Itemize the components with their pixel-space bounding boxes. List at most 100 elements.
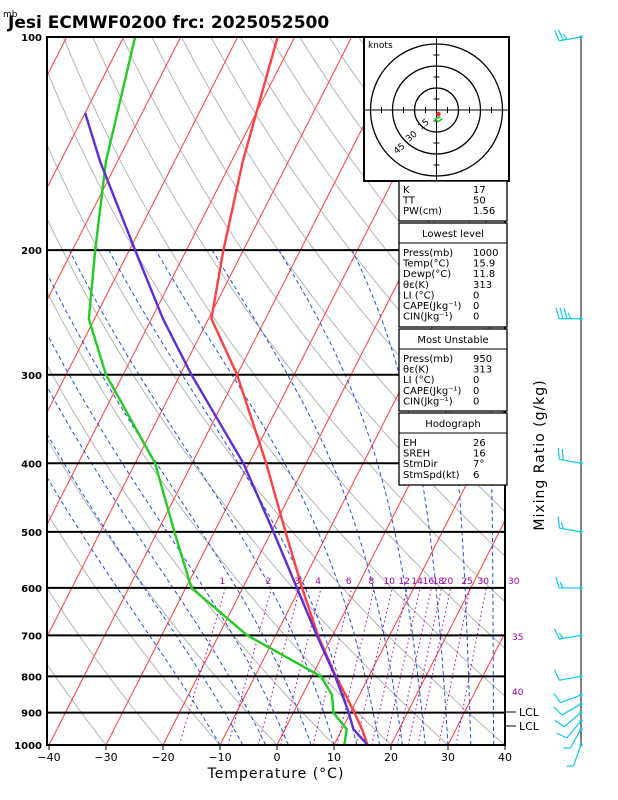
stat-value: 0 bbox=[473, 290, 479, 301]
wind-barb-staff bbox=[561, 703, 582, 716]
dry-adiabat bbox=[47, 69, 505, 697]
mixing-ratio-line bbox=[178, 587, 226, 745]
dry-adiabat bbox=[47, 364, 335, 745]
pressure-lines bbox=[47, 37, 505, 745]
x-tick-label: 40 bbox=[498, 751, 512, 764]
indices-box bbox=[398, 180, 508, 222]
wind-barb-feather bbox=[558, 632, 564, 639]
theta-e-label-35: 35 bbox=[512, 633, 523, 643]
wind-barb-feather bbox=[557, 516, 560, 529]
dry-adiabat bbox=[47, 290, 392, 745]
wind-barb-feather bbox=[555, 576, 560, 589]
stat-value: 0 bbox=[473, 375, 479, 386]
stat-label: Dewp(°C) bbox=[403, 269, 451, 280]
stat-label: Press(mb) bbox=[403, 248, 453, 259]
mixing-ratio-line bbox=[336, 587, 375, 745]
stat-label: StmSpd(kt) bbox=[403, 470, 460, 481]
wind-barb-feather bbox=[553, 628, 560, 640]
stat-value: 950 bbox=[473, 354, 492, 365]
wind-barb-feather bbox=[555, 307, 560, 319]
wind-barb-feather bbox=[563, 307, 568, 319]
stat-value: 15.9 bbox=[473, 259, 495, 270]
isotherm bbox=[48, 37, 410, 745]
dry-adiabat bbox=[62, 37, 505, 649]
x-tick-label: 0 bbox=[274, 751, 281, 764]
lcl-label-2: LCL bbox=[519, 720, 540, 733]
mixing-ratio-label: 2 bbox=[266, 577, 272, 587]
stat-value: 6 bbox=[473, 470, 479, 481]
mixing-ratio-label: 30 bbox=[478, 577, 490, 587]
stat-value: 17 bbox=[473, 185, 486, 196]
wind-barb-feather bbox=[554, 719, 565, 728]
pressure-unit: mb bbox=[3, 10, 18, 20]
moist-adiabat bbox=[47, 385, 267, 745]
mixing-ratio-label: 6 bbox=[346, 577, 352, 587]
stat-label: CAPE(Jkg⁻¹) bbox=[403, 386, 461, 397]
mixing-ratio-line bbox=[407, 587, 442, 745]
moist-adiabat bbox=[47, 272, 312, 745]
series-parcel bbox=[83, 112, 369, 745]
moist-adiabat bbox=[47, 476, 221, 745]
wind-barb-staff bbox=[559, 675, 582, 681]
stat-label: LI (°C) bbox=[403, 375, 435, 386]
hodograph-storm-motion bbox=[436, 111, 441, 117]
y-tick-label: 300 bbox=[21, 371, 42, 382]
wind-barb-staff bbox=[559, 458, 582, 464]
mixing-ratio-label: 16 bbox=[423, 577, 435, 587]
wind-barb-feather bbox=[562, 33, 568, 40]
stat-value: 313 bbox=[473, 365, 492, 376]
moist-adiabat bbox=[278, 249, 426, 745]
dry-adiabat bbox=[180, 37, 505, 469]
y-tick-label: 400 bbox=[21, 459, 42, 470]
chart-title: Jesi ECMWF0200 frc: 2025052500 bbox=[7, 13, 329, 33]
series-dewpoint bbox=[87, 37, 348, 745]
wind-barb-feather bbox=[553, 706, 563, 716]
dry-adiabat bbox=[565, 37, 618, 760]
hodograph-trace bbox=[433, 113, 443, 123]
wind-barb-feather bbox=[556, 732, 568, 739]
stat-label: TT bbox=[402, 196, 416, 207]
wind-barb-feather bbox=[557, 448, 560, 460]
stat-label: PW(cm) bbox=[403, 206, 442, 217]
theta-e-label-40: 40 bbox=[512, 688, 524, 698]
stat-value: 313 bbox=[473, 280, 492, 291]
y-tick-label: 1000 bbox=[14, 741, 42, 752]
wind-barb-feather bbox=[553, 669, 560, 681]
series-temperature bbox=[210, 37, 369, 745]
wind-barb-staff bbox=[559, 527, 582, 533]
dry-adiabat bbox=[47, 512, 221, 745]
stats-panel: K 17 TT 50 PW(cm) 1.56 Lowest level Press(mb) 10… bbox=[398, 180, 508, 486]
dry-adiabat bbox=[536, 37, 618, 760]
wind-barb-column bbox=[553, 29, 583, 768]
stat-label: SREH bbox=[403, 449, 430, 460]
dry-adiabats bbox=[47, 37, 618, 760]
moist-adiabat bbox=[47, 433, 244, 745]
mixing-ratio-label: 8 bbox=[368, 577, 374, 587]
stat-label: θε(K) bbox=[403, 280, 429, 291]
mixing-ratio-lines bbox=[178, 587, 487, 745]
mixing-ratio-label: 1 bbox=[220, 577, 226, 587]
lcl-label-1: LCL bbox=[519, 706, 540, 719]
moist-adiabat bbox=[68, 249, 335, 745]
dry-adiabat bbox=[47, 587, 164, 745]
stat-label: K bbox=[403, 185, 410, 196]
plot-area bbox=[0, 37, 618, 760]
mixing-ratio-line bbox=[455, 587, 487, 745]
dry-adiabat bbox=[47, 663, 107, 745]
hodograph_stats-header: Hodograph bbox=[425, 419, 480, 430]
moist-adiabat bbox=[211, 249, 403, 745]
isotherm bbox=[390, 519, 505, 745]
stat-label: EH bbox=[403, 438, 417, 449]
wind-barb-feather bbox=[557, 29, 564, 41]
isotherm bbox=[0, 37, 10, 745]
wind-barb-feather bbox=[559, 581, 564, 589]
isotherm bbox=[47, 37, 353, 638]
wind-barb-staff bbox=[572, 744, 582, 766]
x-tick-label: 20 bbox=[384, 751, 398, 764]
isotherm bbox=[333, 407, 505, 745]
stat-value: 0 bbox=[473, 312, 479, 323]
stat-value: 11.8 bbox=[473, 269, 495, 280]
stat-label: CIN(Jkg⁻¹) bbox=[403, 396, 453, 407]
stat-label: Press(mb) bbox=[403, 354, 453, 365]
